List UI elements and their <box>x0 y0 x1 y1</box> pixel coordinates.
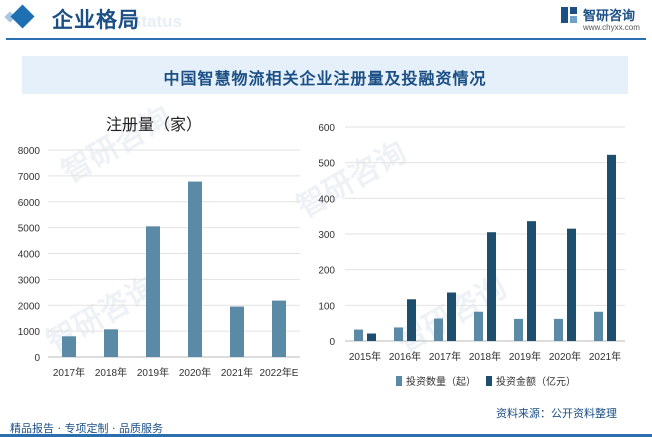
footer-tagline: 精品报告 · 专项定制 · 品质服务 <box>10 422 163 435</box>
right-x-tick-label: 2016年 <box>389 350 421 363</box>
left-y-tick-label: 4000 <box>18 250 41 261</box>
left-y-tick-label: 3000 <box>18 275 41 286</box>
right-x-tick-label: 2018年 <box>469 350 501 363</box>
right-y-tick-label: 600 <box>318 123 335 134</box>
left-y-tick-label: 1000 <box>18 327 41 338</box>
right-y-tick-label: 400 <box>318 194 335 205</box>
left-y-tick-label: 5000 <box>18 224 41 235</box>
header-title: 企业格局 <box>52 8 140 32</box>
right-bar-count <box>434 318 443 341</box>
left-x-tick-label: 2019年 <box>137 366 169 379</box>
left-y-tick-label: 2000 <box>18 301 41 312</box>
header-divider <box>6 38 646 40</box>
left-bar <box>146 226 160 357</box>
left-x-tick-label: 2022年E <box>260 366 299 379</box>
legend-swatch <box>486 376 492 386</box>
source-note: 资料来源：公开资料整理 <box>496 407 617 420</box>
brand-logo-block: 智研咨询 www.chyxx.com <box>561 5 646 35</box>
right-bar-count <box>474 311 483 341</box>
right-x-tick-label: 2019年 <box>509 350 541 363</box>
left-bar <box>62 336 76 357</box>
right-y-tick-label: 500 <box>318 159 335 170</box>
right-x-tick-label: 2020年 <box>549 350 581 363</box>
right-bar-amount <box>607 154 616 341</box>
right-bar-count <box>354 329 363 341</box>
right-y-tick-label: 0 <box>329 337 335 348</box>
header-ghost-text: Status <box>130 12 182 31</box>
left-y-tick-label: 0 <box>34 353 40 364</box>
left-y-tick-label: 6000 <box>18 198 41 209</box>
left-y-tick-label: 7000 <box>18 172 41 183</box>
left-x-tick-label: 2018年 <box>95 366 127 379</box>
footer-divider <box>0 434 652 437</box>
right-y-tick-label: 100 <box>318 301 335 312</box>
right-y-tick-label: 200 <box>318 266 335 277</box>
left-bar <box>188 181 202 357</box>
chart-title-band: 中国智慧物流相关企业注册量及投融资情况 <box>22 56 628 94</box>
left-bar <box>272 300 286 357</box>
right-bar-count <box>514 318 523 341</box>
right-x-tick-label: 2021年 <box>589 350 621 363</box>
header-bar: Status 企业格局 智研咨询 www.chyxx.com <box>0 0 652 40</box>
right-bar-amount <box>367 333 376 341</box>
legend-label: 投资金额（亿元） <box>496 375 576 388</box>
left-bar <box>104 329 118 357</box>
left-chart-title: 注册量（家） <box>106 116 202 134</box>
right-bar-amount <box>407 299 416 341</box>
brand-logo-icon <box>561 7 577 23</box>
right-y-tick-label: 300 <box>318 230 335 241</box>
left-y-tick-label: 8000 <box>18 146 41 157</box>
right-bar-amount <box>527 221 536 341</box>
right-x-tick-label: 2015年 <box>349 350 381 363</box>
chart-main-title: 中国智慧物流相关企业注册量及投融资情况 <box>163 69 487 88</box>
legend-swatch <box>396 376 402 386</box>
legend-label: 投资数量（起） <box>406 375 476 388</box>
left-x-tick-label: 2017年 <box>53 366 85 379</box>
left-bar <box>230 306 244 357</box>
brand-name: 智研咨询 <box>583 9 636 24</box>
right-bar-count <box>554 318 563 341</box>
right-bar-amount <box>567 228 576 341</box>
right-bar-count <box>394 327 403 341</box>
right-bar-count <box>594 311 603 341</box>
brand-url: www.chyxx.com <box>583 23 640 32</box>
right-x-tick-label: 2017年 <box>429 350 461 363</box>
right-bar-amount <box>447 292 456 341</box>
left-x-tick-label: 2021年 <box>221 366 253 379</box>
left-x-tick-label: 2020年 <box>179 366 211 379</box>
right-bar-amount <box>487 232 496 341</box>
